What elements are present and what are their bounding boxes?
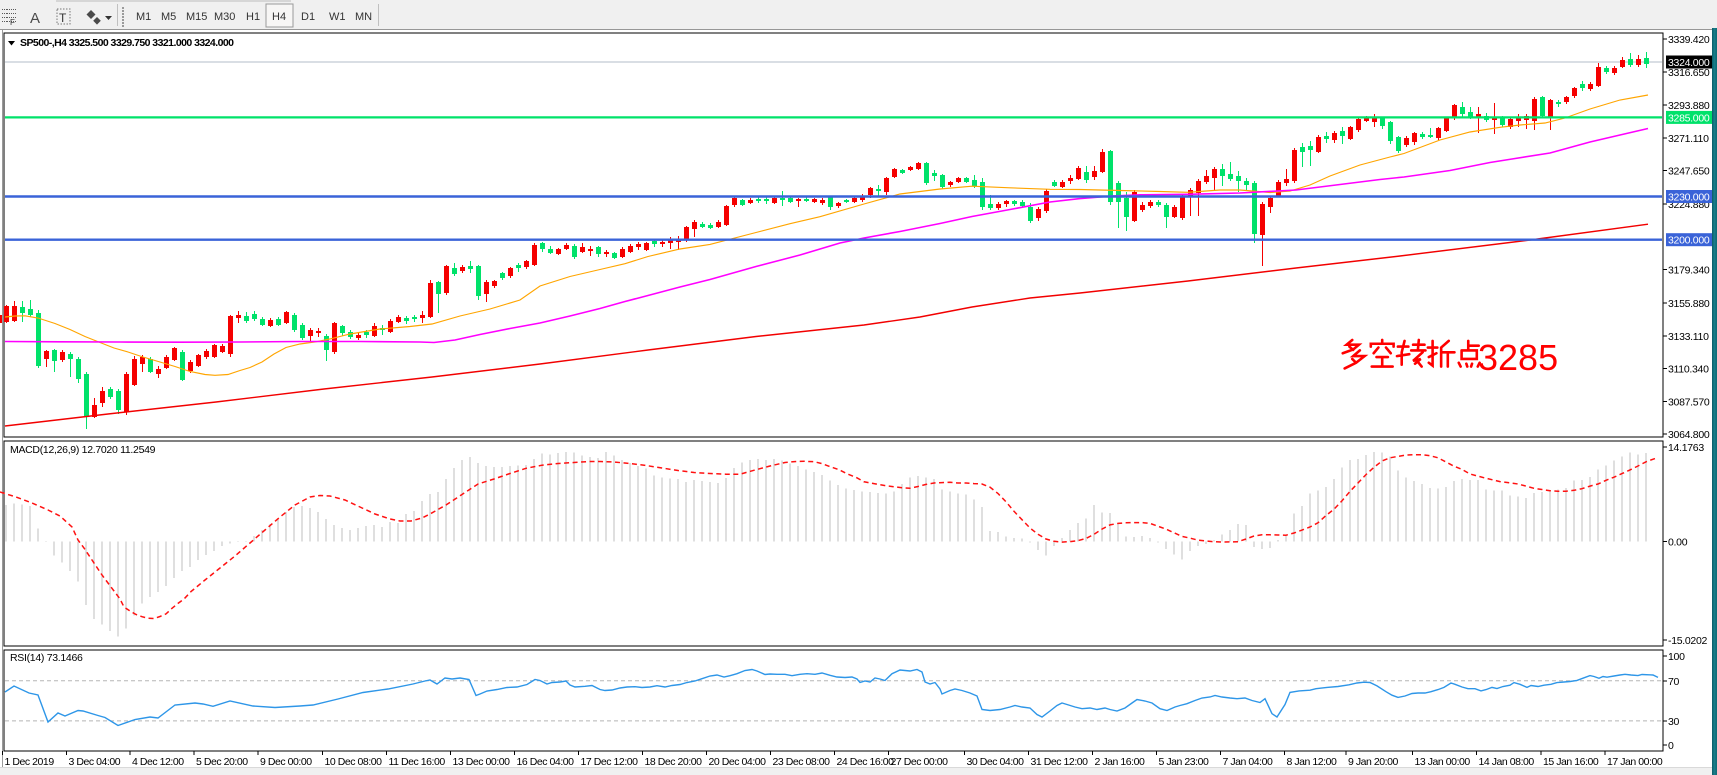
svg-text:3 Dec 04:00: 3 Dec 04:00 <box>69 756 121 768</box>
svg-text:3339.420: 3339.420 <box>1668 34 1710 46</box>
svg-text:3247.650: 3247.650 <box>1668 166 1710 178</box>
svg-text:18 Dec 20:00: 18 Dec 20:00 <box>645 756 703 768</box>
svg-text:3064.800: 3064.800 <box>1668 429 1710 441</box>
svg-text:14.1763: 14.1763 <box>1668 442 1704 454</box>
svg-text:3285: 3285 <box>1478 337 1558 378</box>
svg-text:W1: W1 <box>329 11 346 23</box>
svg-text:23 Dec 08:00: 23 Dec 08:00 <box>773 756 831 768</box>
svg-text:0: 0 <box>1668 740 1674 752</box>
svg-text:31 Dec 12:00: 31 Dec 12:00 <box>1031 756 1089 768</box>
svg-text:14 Jan 08:00: 14 Jan 08:00 <box>1479 756 1535 768</box>
svg-text:5 Jan 23:00: 5 Jan 23:00 <box>1159 756 1210 768</box>
svg-text:11 Dec 16:00: 11 Dec 16:00 <box>389 756 446 768</box>
svg-text:3133.110: 3133.110 <box>1668 331 1709 343</box>
svg-text:T: T <box>59 11 67 25</box>
svg-text:17 Dec 12:00: 17 Dec 12:00 <box>581 756 639 768</box>
svg-text:3316.650: 3316.650 <box>1668 67 1710 79</box>
svg-text:10 Dec 08:00: 10 Dec 08:00 <box>325 756 383 768</box>
svg-text:9 Dec 00:00: 9 Dec 00:00 <box>260 756 312 768</box>
svg-text:3324.000: 3324.000 <box>1668 57 1710 69</box>
svg-text:13 Jan 00:00: 13 Jan 00:00 <box>1415 756 1471 768</box>
svg-text:SP500-,H4 3325.500 3329.750 3: SP500-,H4 3325.500 3329.750 3321.000 332… <box>20 37 234 49</box>
svg-text:M1: M1 <box>136 11 151 23</box>
svg-text:20 Dec 04:00: 20 Dec 04:00 <box>709 756 767 768</box>
svg-text:30: 30 <box>1668 716 1680 728</box>
svg-text:9 Jan 20:00: 9 Jan 20:00 <box>1348 756 1399 768</box>
svg-text:30 Dec 04:00: 30 Dec 04:00 <box>967 756 1025 768</box>
svg-text:3110.340: 3110.340 <box>1668 364 1709 376</box>
svg-text:27 Dec 00:00: 27 Dec 00:00 <box>891 756 949 768</box>
svg-text:24 Dec 16:00: 24 Dec 16:00 <box>837 756 895 768</box>
svg-text:3271.110: 3271.110 <box>1668 133 1709 145</box>
svg-text:4 Dec 12:00: 4 Dec 12:00 <box>132 756 184 768</box>
svg-text:5 Dec 20:00: 5 Dec 20:00 <box>196 756 248 768</box>
svg-text:8 Jan 12:00: 8 Jan 12:00 <box>1287 756 1338 768</box>
svg-text:MN: MN <box>355 11 372 23</box>
svg-text:3230.000: 3230.000 <box>1668 192 1710 204</box>
svg-text:70: 70 <box>1668 676 1680 688</box>
svg-text:M5: M5 <box>161 11 176 23</box>
svg-text:M15: M15 <box>186 11 207 23</box>
svg-text:7 Jan 04:00: 7 Jan 04:00 <box>1223 756 1274 768</box>
svg-text:M30: M30 <box>214 11 235 23</box>
svg-text:MACD(12,26,9) 12.7020 11.2549: MACD(12,26,9) 12.7020 11.2549 <box>10 444 156 456</box>
svg-text:15 Jan 16:00: 15 Jan 16:00 <box>1543 756 1599 768</box>
svg-text:100: 100 <box>1668 651 1685 663</box>
svg-text:H1: H1 <box>246 11 260 23</box>
svg-text:3179.340: 3179.340 <box>1668 265 1710 277</box>
svg-text:16 Dec 04:00: 16 Dec 04:00 <box>517 756 575 768</box>
svg-text:-15.0202: -15.0202 <box>1668 635 1708 647</box>
svg-text:13 Dec 00:00: 13 Dec 00:00 <box>453 756 511 768</box>
svg-text:17 Jan 00:00: 17 Jan 00:00 <box>1607 756 1663 768</box>
svg-text:F: F <box>10 18 15 27</box>
svg-text:3087.570: 3087.570 <box>1668 397 1710 409</box>
svg-text:D1: D1 <box>301 11 315 23</box>
svg-text:3293.880: 3293.880 <box>1668 100 1710 112</box>
svg-text:0.00: 0.00 <box>1668 537 1688 549</box>
svg-text:3155.880: 3155.880 <box>1668 298 1710 310</box>
svg-text:H4: H4 <box>272 11 286 23</box>
svg-text:A: A <box>30 10 40 27</box>
svg-text:2 Jan 16:00: 2 Jan 16:00 <box>1095 756 1146 768</box>
svg-text:1 Dec 2019: 1 Dec 2019 <box>5 756 55 768</box>
svg-text:3285.000: 3285.000 <box>1668 112 1710 124</box>
svg-text:3200.000: 3200.000 <box>1668 235 1710 247</box>
svg-text:RSI(14) 73.1466: RSI(14) 73.1466 <box>10 652 83 664</box>
